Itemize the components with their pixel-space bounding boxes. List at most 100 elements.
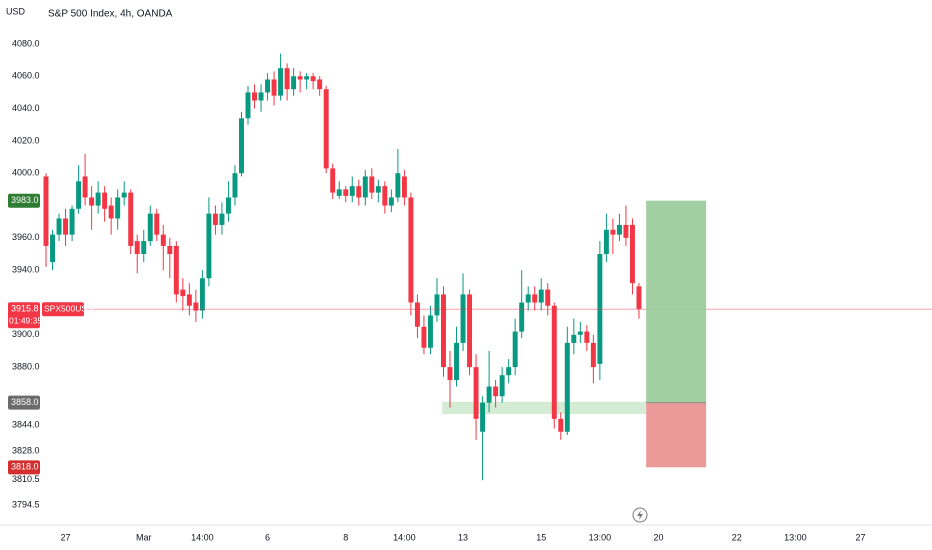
candle-body [108, 205, 114, 219]
candle-body [206, 213, 212, 279]
symbol-bg [42, 302, 84, 317]
candle-body [421, 326, 427, 348]
x-tick-label: 14:00 [191, 532, 214, 542]
x-tick-label: 14:00 [393, 532, 416, 542]
candle-body [538, 289, 544, 303]
candle-body [95, 192, 101, 206]
candle-body [271, 79, 277, 96]
candle-body [186, 294, 192, 306]
y-tick-label: 3880.0 [12, 362, 40, 372]
candle-body [232, 173, 238, 198]
candle-body [590, 342, 596, 368]
countdown: 01:49:35 [9, 316, 42, 326]
candle-body [278, 68, 284, 96]
target-label: 3983.0 [11, 195, 39, 205]
stop-label-bg [8, 460, 40, 475]
candle-body [551, 305, 557, 419]
x-tick-label: 13 [458, 532, 468, 542]
candle-body [115, 197, 121, 219]
alert-bolt[interactable] [637, 510, 643, 520]
candle-body [584, 331, 590, 343]
y-tick-label: 4040.0 [12, 103, 40, 113]
candle-body [225, 197, 231, 214]
candle-body [252, 92, 257, 101]
candle-body [564, 342, 570, 432]
candle-body [349, 186, 355, 196]
candle-body [408, 197, 414, 303]
candle-body [434, 294, 440, 316]
candle-body [506, 367, 512, 376]
candle-body [284, 68, 290, 90]
candle-body [121, 192, 127, 198]
candle-body [447, 367, 453, 381]
candle-body [56, 218, 62, 235]
x-tick-label: 8 [343, 532, 348, 542]
y-tick-label: 4060.0 [12, 71, 40, 81]
candle-body [180, 289, 186, 297]
candle-body [193, 302, 199, 311]
candle-body [414, 302, 420, 327]
candle-body [245, 92, 251, 119]
candle-body [141, 241, 147, 255]
candle-body [212, 213, 218, 225]
y-tick-label: 3828.0 [12, 446, 40, 456]
candle-body [50, 234, 55, 263]
candle-body [43, 176, 49, 246]
candle-body [199, 278, 205, 311]
candle-body [89, 197, 95, 206]
chart-title: S&P 500 Index, 4h, OANDA [48, 9, 173, 20]
support-zone [442, 401, 647, 414]
candle-body [519, 302, 525, 332]
entry-label: 3858.0 [11, 397, 39, 407]
alert-icon[interactable] [632, 507, 648, 523]
candle-body [610, 229, 616, 235]
candle-body [76, 181, 82, 209]
candle-body [532, 294, 538, 303]
candle-body [362, 176, 368, 198]
candle-body [577, 331, 583, 335]
candle-body [499, 375, 505, 397]
candle-body [441, 294, 446, 368]
x-tick-label: 6 [265, 532, 270, 542]
candle-body [629, 224, 635, 284]
x-tick-label: 13:00 [589, 532, 612, 542]
y-tick-label: 3844.0 [12, 420, 40, 430]
candle-body [473, 367, 479, 419]
candle-body [375, 186, 381, 193]
candle-body [258, 92, 264, 101]
candle-body [512, 331, 518, 368]
y-tick-label: 4020.0 [12, 135, 40, 145]
y-tick-label: 3900.0 [12, 329, 40, 339]
candle-body [493, 386, 499, 397]
entry-label-bg [8, 395, 40, 410]
candle-body [219, 213, 225, 225]
candle-body [571, 334, 577, 343]
target-label-bg [8, 193, 40, 208]
x-tick-label: 13:00 [784, 532, 807, 542]
candle-body [167, 245, 173, 255]
candle-body [69, 208, 75, 235]
candle-body [297, 76, 303, 80]
y-tick-label: 4000.0 [12, 168, 40, 178]
candle-body [317, 79, 323, 90]
candle-body [603, 229, 609, 255]
x-tick-label: 22 [732, 532, 742, 542]
candle-body [545, 289, 551, 306]
candle-body [304, 76, 310, 80]
candle-body [388, 197, 394, 206]
last-price-label: 3915.8 [11, 304, 39, 314]
currency: USD [6, 6, 26, 16]
candle-body [330, 168, 336, 193]
candle-body [636, 286, 642, 309]
candle-body [291, 76, 297, 90]
candle-body [160, 234, 166, 246]
candle-body [616, 224, 622, 235]
profit-zone [646, 200, 707, 403]
candle-body [310, 76, 316, 82]
candle-body [239, 118, 244, 174]
candle-body [128, 192, 134, 246]
candle-body [454, 342, 459, 381]
last-price-bg [8, 302, 40, 329]
